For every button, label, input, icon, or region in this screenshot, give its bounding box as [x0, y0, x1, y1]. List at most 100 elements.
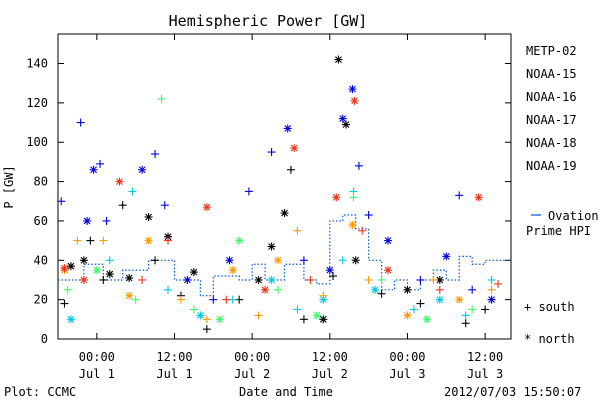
- x-tick-time: 00:00: [234, 350, 270, 364]
- noaa15-south-point: [160, 201, 169, 210]
- noaa16-south-point: [487, 275, 496, 284]
- x-tick-time: 00:00: [389, 350, 425, 364]
- metp02-north-point: [435, 275, 444, 284]
- noaa15-south-point: [267, 148, 276, 157]
- metp02-south-point: [86, 236, 95, 245]
- metp02-south-point: [416, 299, 425, 308]
- noaa18-south-point: [202, 315, 211, 324]
- noaa15-north-point: [183, 275, 192, 284]
- noaa16-north-point: [435, 295, 444, 304]
- noaa17-north-point: [215, 315, 224, 324]
- noaa18-south-point: [293, 226, 302, 235]
- noaa16-south-point: [164, 285, 173, 294]
- noaa16-south-point: [409, 305, 418, 314]
- metp02-north-point: [319, 315, 328, 324]
- noaa18-north-point: [125, 291, 134, 300]
- noaa19-south-point: [306, 275, 315, 284]
- metp02-south-point: [202, 325, 211, 334]
- noaa17-north-point: [235, 236, 244, 245]
- noaa15-north-point: [283, 124, 292, 133]
- noaa19-south-point: [435, 285, 444, 294]
- y-axis-label: P [GW]: [2, 165, 16, 208]
- noaa15-north-point: [338, 114, 347, 123]
- y-tick-label: 0: [41, 332, 48, 346]
- noaa16-north-point: [196, 311, 205, 320]
- noaa15-south-point: [468, 285, 477, 294]
- x-tick-date: Jul 3: [467, 367, 503, 381]
- noaa15-south-point: [354, 161, 363, 170]
- noaa15-north-point: [225, 256, 234, 265]
- metp02-south-point: [60, 299, 69, 308]
- ovation-prime-hpi-line: [58, 214, 511, 297]
- y-tick-label: 140: [26, 57, 48, 71]
- noaa15-south-point: [151, 150, 160, 159]
- metp02-north-point: [267, 242, 276, 251]
- noaa17-south-point: [349, 193, 358, 202]
- metp02-south-point: [299, 315, 308, 324]
- x-tick-date: Jul 3: [389, 367, 425, 381]
- noaa16-south-point: [105, 256, 114, 265]
- legend-entry-metp02: METP-02: [526, 44, 577, 58]
- noaa17-north-point: [92, 266, 101, 275]
- metp02-north-point: [66, 262, 75, 271]
- plot-frame: [57, 33, 512, 340]
- noaa19-north-point: [384, 266, 393, 275]
- x-tick-time: 00:00: [79, 350, 115, 364]
- chart-title: Hemispheric Power [GW]: [169, 12, 368, 30]
- ovation-layer: [58, 214, 511, 297]
- noaa18-north-point: [348, 220, 357, 229]
- x-tick-time: 12:00: [312, 350, 348, 364]
- y-tick-label: 80: [34, 175, 48, 189]
- noaa18-south-point: [364, 275, 373, 284]
- y-tick-label: 100: [26, 135, 48, 149]
- noaa16-south-point: [338, 256, 347, 265]
- y-tick-label: 120: [26, 96, 48, 110]
- noaa18-north-point: [455, 295, 464, 304]
- legend-entry-noaa17: NOAA-17: [526, 113, 577, 127]
- metp02-north-point: [351, 256, 360, 265]
- noaa18-south-point: [254, 311, 263, 320]
- x-tick-time: 12:00: [467, 350, 503, 364]
- metp02-south-point: [461, 319, 470, 328]
- metp02-north-point: [105, 270, 114, 279]
- legend-entry-noaa16: NOAA-16: [526, 90, 577, 104]
- x-tick-date: Jul 1: [156, 367, 192, 381]
- noaa15-south-point: [76, 118, 85, 127]
- noaa16-south-point: [128, 187, 137, 196]
- noaa15-north-point: [325, 266, 334, 275]
- metp02-south-point: [99, 275, 108, 284]
- noaa17-north-point: [312, 311, 321, 320]
- noaa17-south-point: [274, 285, 283, 294]
- noaa18-south-point: [176, 295, 185, 304]
- metp02-north-point: [189, 268, 198, 277]
- noaa19-south-point: [138, 275, 147, 284]
- metp02-north-point: [341, 120, 350, 129]
- noaa19-north-point: [261, 285, 270, 294]
- x-tick-date: Jul 1: [79, 367, 115, 381]
- noaa16-south-point: [293, 305, 302, 314]
- noaa18-south-point: [319, 291, 328, 300]
- x-axis-label: Date and Time: [239, 385, 333, 399]
- noaa18-south-point: [429, 275, 438, 284]
- legend-south-marker: + south: [524, 300, 575, 314]
- noaa17-south-point: [131, 295, 140, 304]
- legend-ovation-line1: Ovation: [548, 209, 599, 223]
- noaa18-south-point: [487, 285, 496, 294]
- noaa15-north-point: [138, 165, 147, 174]
- y-tick-label: 40: [34, 253, 48, 267]
- metp02-south-point: [286, 165, 295, 174]
- noaa17-north-point: [422, 315, 431, 324]
- noaa15-south-point: [416, 275, 425, 284]
- x-tick-time: 12:00: [156, 350, 192, 364]
- noaa19-north-point: [350, 96, 359, 105]
- noaa15-south-point: [102, 216, 111, 225]
- timestamp: 2012/07/03 15:50:07: [444, 385, 581, 399]
- noaa19-north-point: [290, 144, 299, 153]
- metp02-north-point: [254, 275, 263, 284]
- noaa19-north-point: [332, 193, 341, 202]
- noaa19-north-point: [202, 203, 211, 212]
- noaa19-north-point: [115, 177, 124, 186]
- metp02-south-point: [481, 305, 490, 314]
- noaa16-south-point: [461, 311, 470, 320]
- noaa19-north-point: [60, 264, 69, 273]
